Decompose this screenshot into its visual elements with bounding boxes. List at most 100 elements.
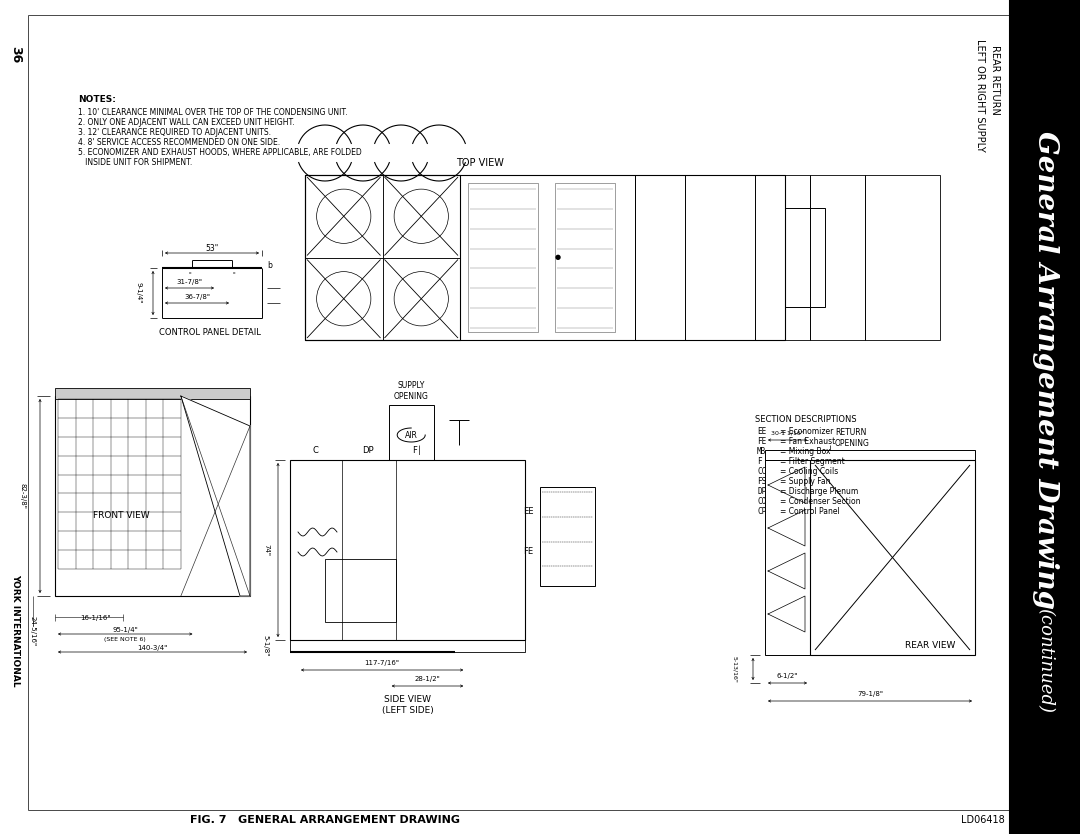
Text: EE: EE [523,507,534,516]
Text: o: o [189,271,191,275]
Text: REAR VIEW: REAR VIEW [905,641,955,650]
Text: CO: CO [757,497,766,506]
Bar [810,175,865,340]
Text: LD06418: LD06418 [961,815,1005,825]
Text: DP: DP [757,487,766,496]
Bar [305,258,382,340]
Text: 9-1/4": 9-1/4" [136,283,141,304]
Text: REAR RETURN: REAR RETURN [990,45,1000,115]
Text: 95-1/4": 95-1/4" [112,627,138,633]
Text: TOP VIEW: TOP VIEW [456,158,504,168]
Text: MB: MB [757,447,766,456]
Text: CP: CP [757,507,766,516]
Text: = Economizer: = Economizer [780,427,834,436]
Text: (continued): (continued) [1036,607,1054,712]
Text: C: C [313,445,319,455]
Text: ●: ● [554,254,561,260]
Text: FIG. 7   GENERAL ARRANGEMENT DRAWING: FIG. 7 GENERAL ARRANGEMENT DRAWING [190,815,460,825]
Text: = Control Panel: = Control Panel [780,507,840,516]
Bar [810,460,975,655]
Text: 82-3/8": 82-3/8" [19,483,25,509]
Bar [1010,0,1080,834]
Bar [382,175,460,258]
Text: YORK INTERNATIONAL: YORK INTERNATIONAL [12,574,21,686]
Text: 5-13/16": 5-13/16" [732,656,738,682]
Bar [55,388,249,399]
Text: (SEE NOTE 6): (SEE NOTE 6) [105,637,146,642]
Text: NOTES:: NOTES: [78,95,116,104]
Text: RETURN
OPENING: RETURN OPENING [835,429,869,448]
Text: 6-1/2": 6-1/2" [777,673,798,679]
Text: b: b [268,260,272,269]
Text: SUPPLY
OPENING: SUPPLY OPENING [394,381,429,400]
Text: 16-1/16": 16-1/16" [81,615,111,621]
Bar [305,175,460,340]
Bar [765,460,810,655]
Bar [325,559,395,622]
Text: FS: FS [757,477,766,486]
Text: FE: FE [757,437,766,446]
Text: 3. 12' CLEARANCE REQUIRED TO ADJACENT UNITS.: 3. 12' CLEARANCE REQUIRED TO ADJACENT UN… [78,128,271,137]
Text: LEFT OR RIGHT SUPPLY: LEFT OR RIGHT SUPPLY [975,38,985,152]
Text: 5. ECONOMIZER AND EXHAUST HOODS, WHERE APPLICABLE, ARE FOLDED: 5. ECONOMIZER AND EXHAUST HOODS, WHERE A… [78,148,362,157]
Bar [382,258,460,340]
Text: INSIDE UNIT FOR SHIPMENT.: INSIDE UNIT FOR SHIPMENT. [78,158,192,167]
Bar [765,450,975,460]
Polygon shape [768,596,805,632]
Text: = Condenser Section: = Condenser Section [780,497,861,506]
Text: SIDE VIEW
(LEFT SIDE): SIDE VIEW (LEFT SIDE) [381,696,433,715]
Text: SECTION DESCRIPTIONS: SECTION DESCRIPTIONS [755,415,856,424]
Text: 5-1/8": 5-1/8" [262,636,268,656]
Text: F: F [757,457,761,466]
Text: = Cooling Coils: = Cooling Coils [780,467,838,476]
Text: 53": 53" [205,244,218,253]
Text: F│: F│ [411,445,422,455]
Bar [291,460,525,640]
Text: CC: CC [757,467,766,476]
Text: 28-1/2": 28-1/2" [415,676,441,682]
Text: = Discharge Plenum: = Discharge Plenum [780,487,859,496]
Bar [55,396,249,596]
Bar [555,183,615,332]
Text: DP: DP [362,445,374,455]
Text: 1. 10' CLEARANCE MINIMAL OVER THE TOP OF THE CONDENSING UNIT.: 1. 10' CLEARANCE MINIMAL OVER THE TOP OF… [78,108,348,117]
Text: 36: 36 [10,47,23,63]
Bar [540,487,595,586]
Polygon shape [180,396,249,596]
Text: = Filter Segment: = Filter Segment [780,457,845,466]
Bar [635,175,685,340]
Text: 24-5/16": 24-5/16" [30,616,36,646]
Text: 74": 74" [264,544,269,556]
Text: 31-7/8": 31-7/8" [176,279,203,285]
Text: 4. 8' SERVICE ACCESS RECOMMENDED ON ONE SIDE.: 4. 8' SERVICE ACCESS RECOMMENDED ON ONE … [78,138,280,147]
Bar [305,175,785,340]
Bar [755,175,810,340]
Bar [785,208,825,307]
Polygon shape [768,510,805,546]
Polygon shape [768,553,805,589]
Bar [865,175,940,340]
Bar [389,405,434,460]
Text: CONTROL PANEL DETAIL: CONTROL PANEL DETAIL [159,328,261,336]
Bar [291,640,525,652]
Bar [685,175,755,340]
Bar [460,175,635,340]
Text: = Mixing Box: = Mixing Box [780,447,831,456]
Bar [468,183,538,332]
Text: = Fan Exhaust: = Fan Exhaust [780,437,835,446]
Text: o: o [233,271,235,275]
Text: EE: EE [757,427,766,436]
Text: = Supply Fan: = Supply Fan [780,477,831,486]
Text: 2. ONLY ONE ADJACENT WALL CAN EXCEED UNIT HEIGHT.: 2. ONLY ONE ADJACENT WALL CAN EXCEED UNI… [78,118,295,127]
Text: FRONT VIEW: FRONT VIEW [93,511,150,520]
Text: 79-1/8": 79-1/8" [858,691,883,697]
Text: FE: FE [523,547,534,555]
Polygon shape [768,467,805,503]
Text: 36-7/8": 36-7/8" [184,294,210,300]
Bar [305,175,382,258]
Text: AIR: AIR [405,430,418,440]
Text: 30-1 1/16": 30-1 1/16" [771,430,804,435]
Text: 117-7/16": 117-7/16" [365,660,400,666]
Text: 140-3/4": 140-3/4" [137,645,167,651]
Text: General Arrangement Drawing: General Arrangement Drawing [1031,131,1058,609]
